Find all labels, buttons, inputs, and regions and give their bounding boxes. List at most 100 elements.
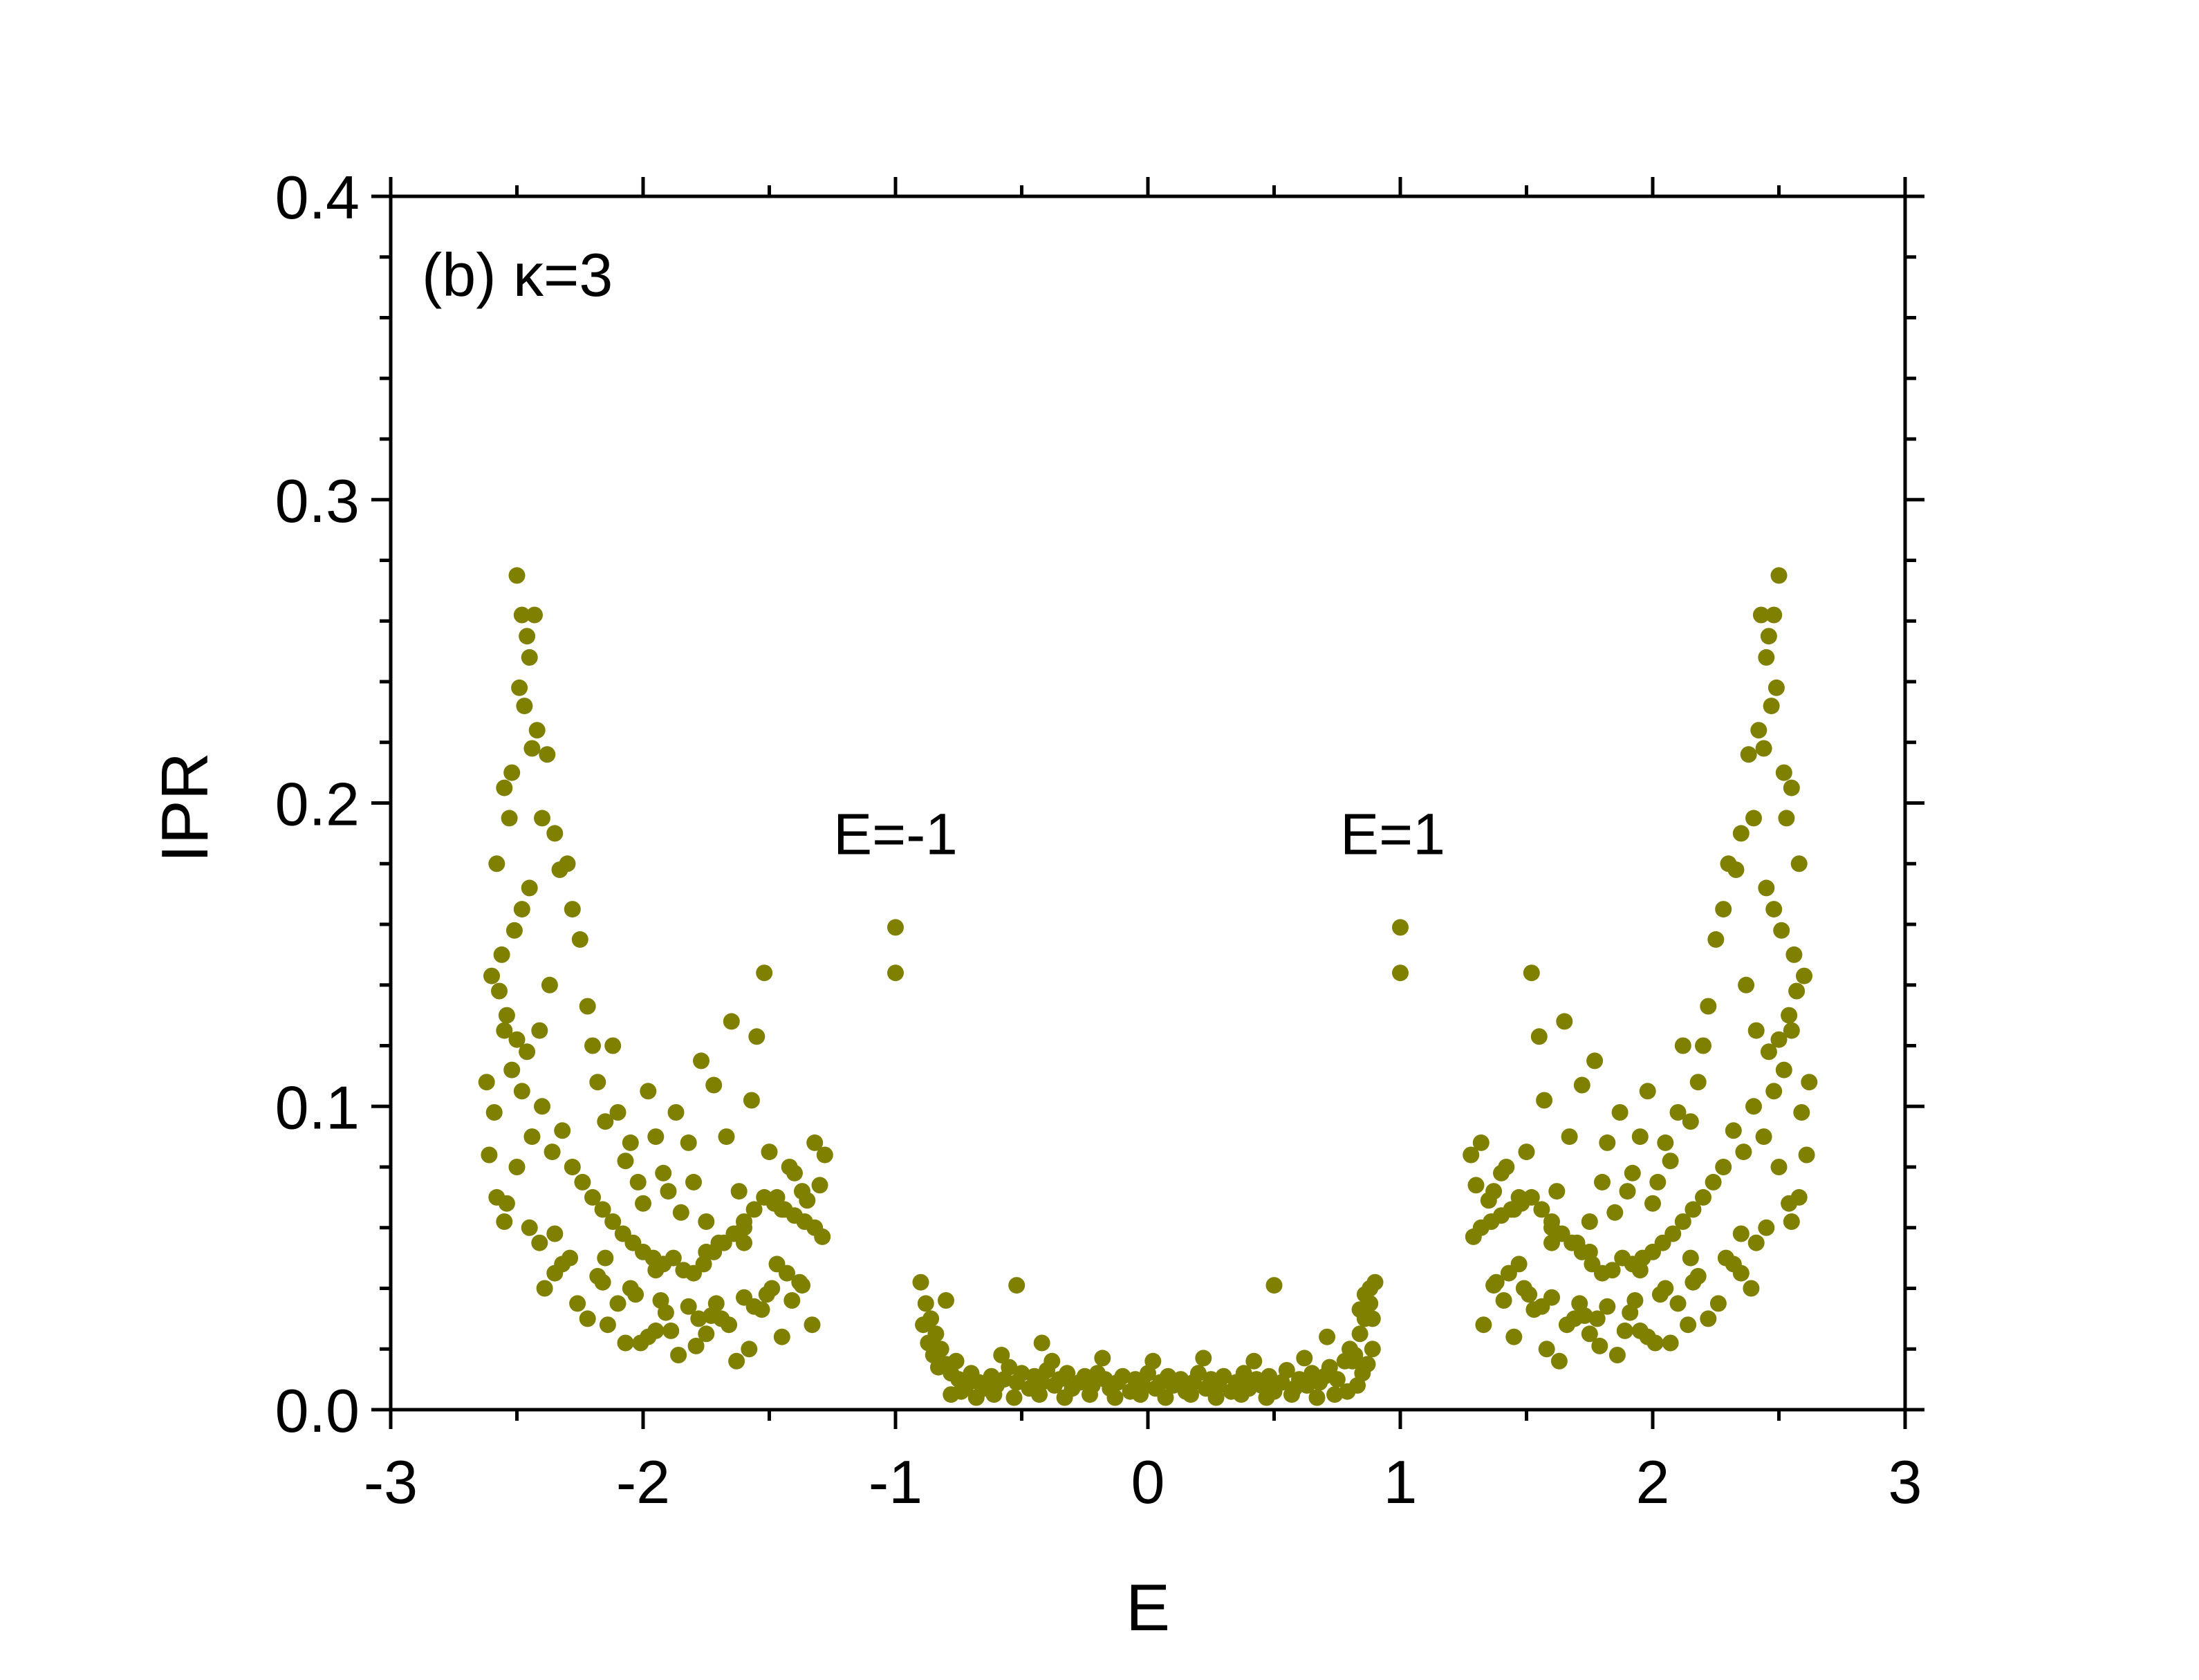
data-point [680,1134,697,1151]
data-point [503,1061,521,1079]
data-point [1543,1234,1560,1251]
x-tick-label: -2 [616,1448,670,1516]
data-point [1493,1164,1510,1182]
data-point [1743,1280,1760,1297]
data-point [938,1292,954,1309]
data-point [1669,1295,1687,1312]
x-tick-label: 0 [1131,1448,1165,1516]
data-point [481,1146,498,1164]
data-point [579,998,596,1015]
data-point [1767,679,1785,696]
data-point [1031,1386,1048,1403]
y-tick-label: 0.3 [275,467,360,535]
plot-frame [389,194,1907,1412]
panel-label: (b) κ=3 [422,241,613,309]
data-point [640,1083,657,1100]
data-point [536,1280,553,1297]
data-point [1351,1325,1368,1343]
data-point [1622,1304,1639,1321]
y-tick-labels: 0.0 0.1 0.2 0.3 0.4 [275,163,360,1445]
data-point [1758,648,1775,666]
data-point [1043,1352,1061,1370]
y-tick-label: 0.4 [275,163,360,232]
data-point [513,1083,530,1100]
data-point [569,1295,586,1312]
data-point [1472,1134,1490,1151]
data-point [1326,1386,1344,1403]
data-point [1619,1183,1636,1200]
data-point [1611,1104,1629,1121]
data-point [741,1341,758,1358]
data-point [993,1347,1010,1363]
data-point [1344,1352,1361,1370]
data-point [672,1204,689,1221]
data-point [1631,1128,1649,1146]
annotation-label: E=1 [1340,801,1445,866]
x-tick-label: 2 [1636,1448,1670,1516]
data-point [1732,825,1750,842]
data-point [564,901,581,918]
data-point [1114,1368,1131,1385]
data-point [1725,1122,1742,1139]
data-point [1207,1389,1225,1406]
data-point [730,1183,748,1200]
data-point [1215,1368,1232,1385]
data-point [705,1076,723,1094]
data-point [1182,1386,1199,1403]
data-point [609,1104,627,1121]
data-point [1082,1386,1098,1403]
data-point [622,1134,639,1151]
data-point [698,1325,715,1343]
y-tick-label: 0.2 [275,770,360,839]
data-point [635,1195,651,1212]
data-point [1624,1164,1641,1182]
data-point [1788,982,1806,1000]
data-point [1599,1298,1616,1315]
data-point [594,1273,611,1291]
data-point [680,1298,697,1315]
data-point [1732,1264,1750,1282]
data-point [1745,1098,1762,1115]
data-point [1662,1334,1679,1352]
data-point [1709,1295,1727,1312]
data-point [1758,1219,1775,1236]
data-point [498,1007,515,1024]
data-point [579,1310,596,1327]
data-point [1606,1204,1624,1221]
data-point [1296,1350,1313,1367]
data-point [967,1389,985,1406]
data-point [1715,901,1732,918]
data-point [685,1173,702,1191]
data-point [1689,1074,1707,1091]
data-point [736,1234,752,1251]
data-point [508,1159,526,1175]
data-point [534,1098,550,1115]
data-point [544,1144,561,1161]
data-point [1533,1201,1550,1218]
data-point [723,1013,740,1030]
data-point [597,1249,614,1267]
data-point [1707,931,1725,948]
data-point [493,946,510,963]
data-point [1715,1159,1732,1175]
data-point [1245,1352,1263,1370]
data-point [599,1316,616,1334]
data-point [1790,855,1808,872]
data-point [531,1022,548,1039]
data-point [594,1201,611,1218]
isolated-point [1392,964,1409,982]
data-point [786,1164,803,1182]
isolated-point [887,964,904,982]
data-point [617,1334,634,1352]
data-point [1783,1213,1800,1230]
data-point [745,1298,763,1315]
data-point [930,1359,947,1376]
data-point [1157,1389,1174,1406]
data-point [1735,1144,1752,1161]
data-point [1695,1037,1711,1054]
data-point [1573,1076,1590,1094]
data-point [1364,1341,1381,1358]
data-point [1094,1350,1111,1367]
data-point [1463,1146,1480,1164]
